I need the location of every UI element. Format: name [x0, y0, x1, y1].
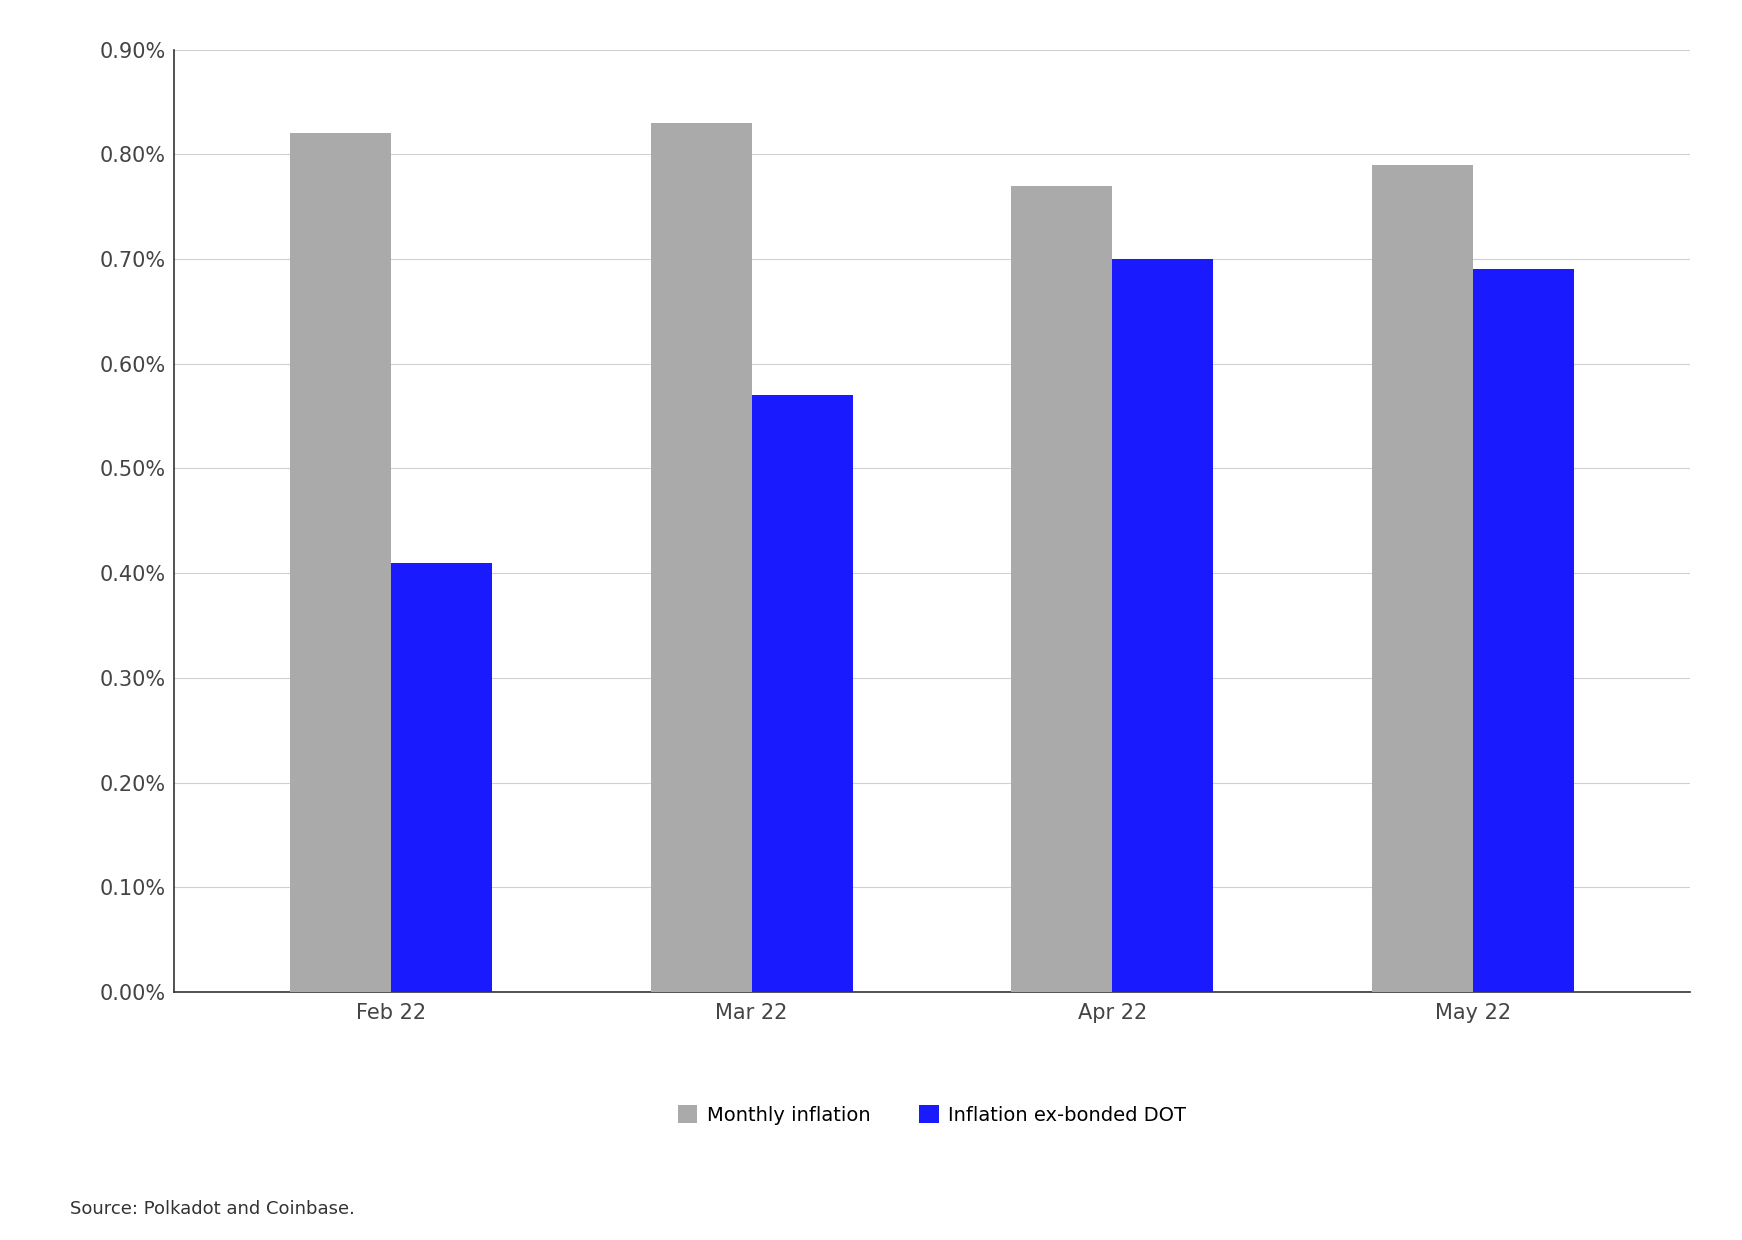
- Bar: [1474, 269, 1575, 992]
- Bar: [390, 563, 491, 992]
- Legend: Monthly inflation, Inflation ex-bonded DOT: Monthly inflation, Inflation ex-bonded D…: [678, 1105, 1186, 1125]
- Bar: [1113, 259, 1214, 992]
- Bar: [289, 134, 390, 992]
- Bar: [1012, 186, 1113, 992]
- Bar: [751, 396, 852, 992]
- Bar: [1373, 165, 1474, 992]
- Bar: [650, 123, 751, 992]
- Text: Source: Polkadot and Coinbase.: Source: Polkadot and Coinbase.: [70, 1199, 355, 1218]
